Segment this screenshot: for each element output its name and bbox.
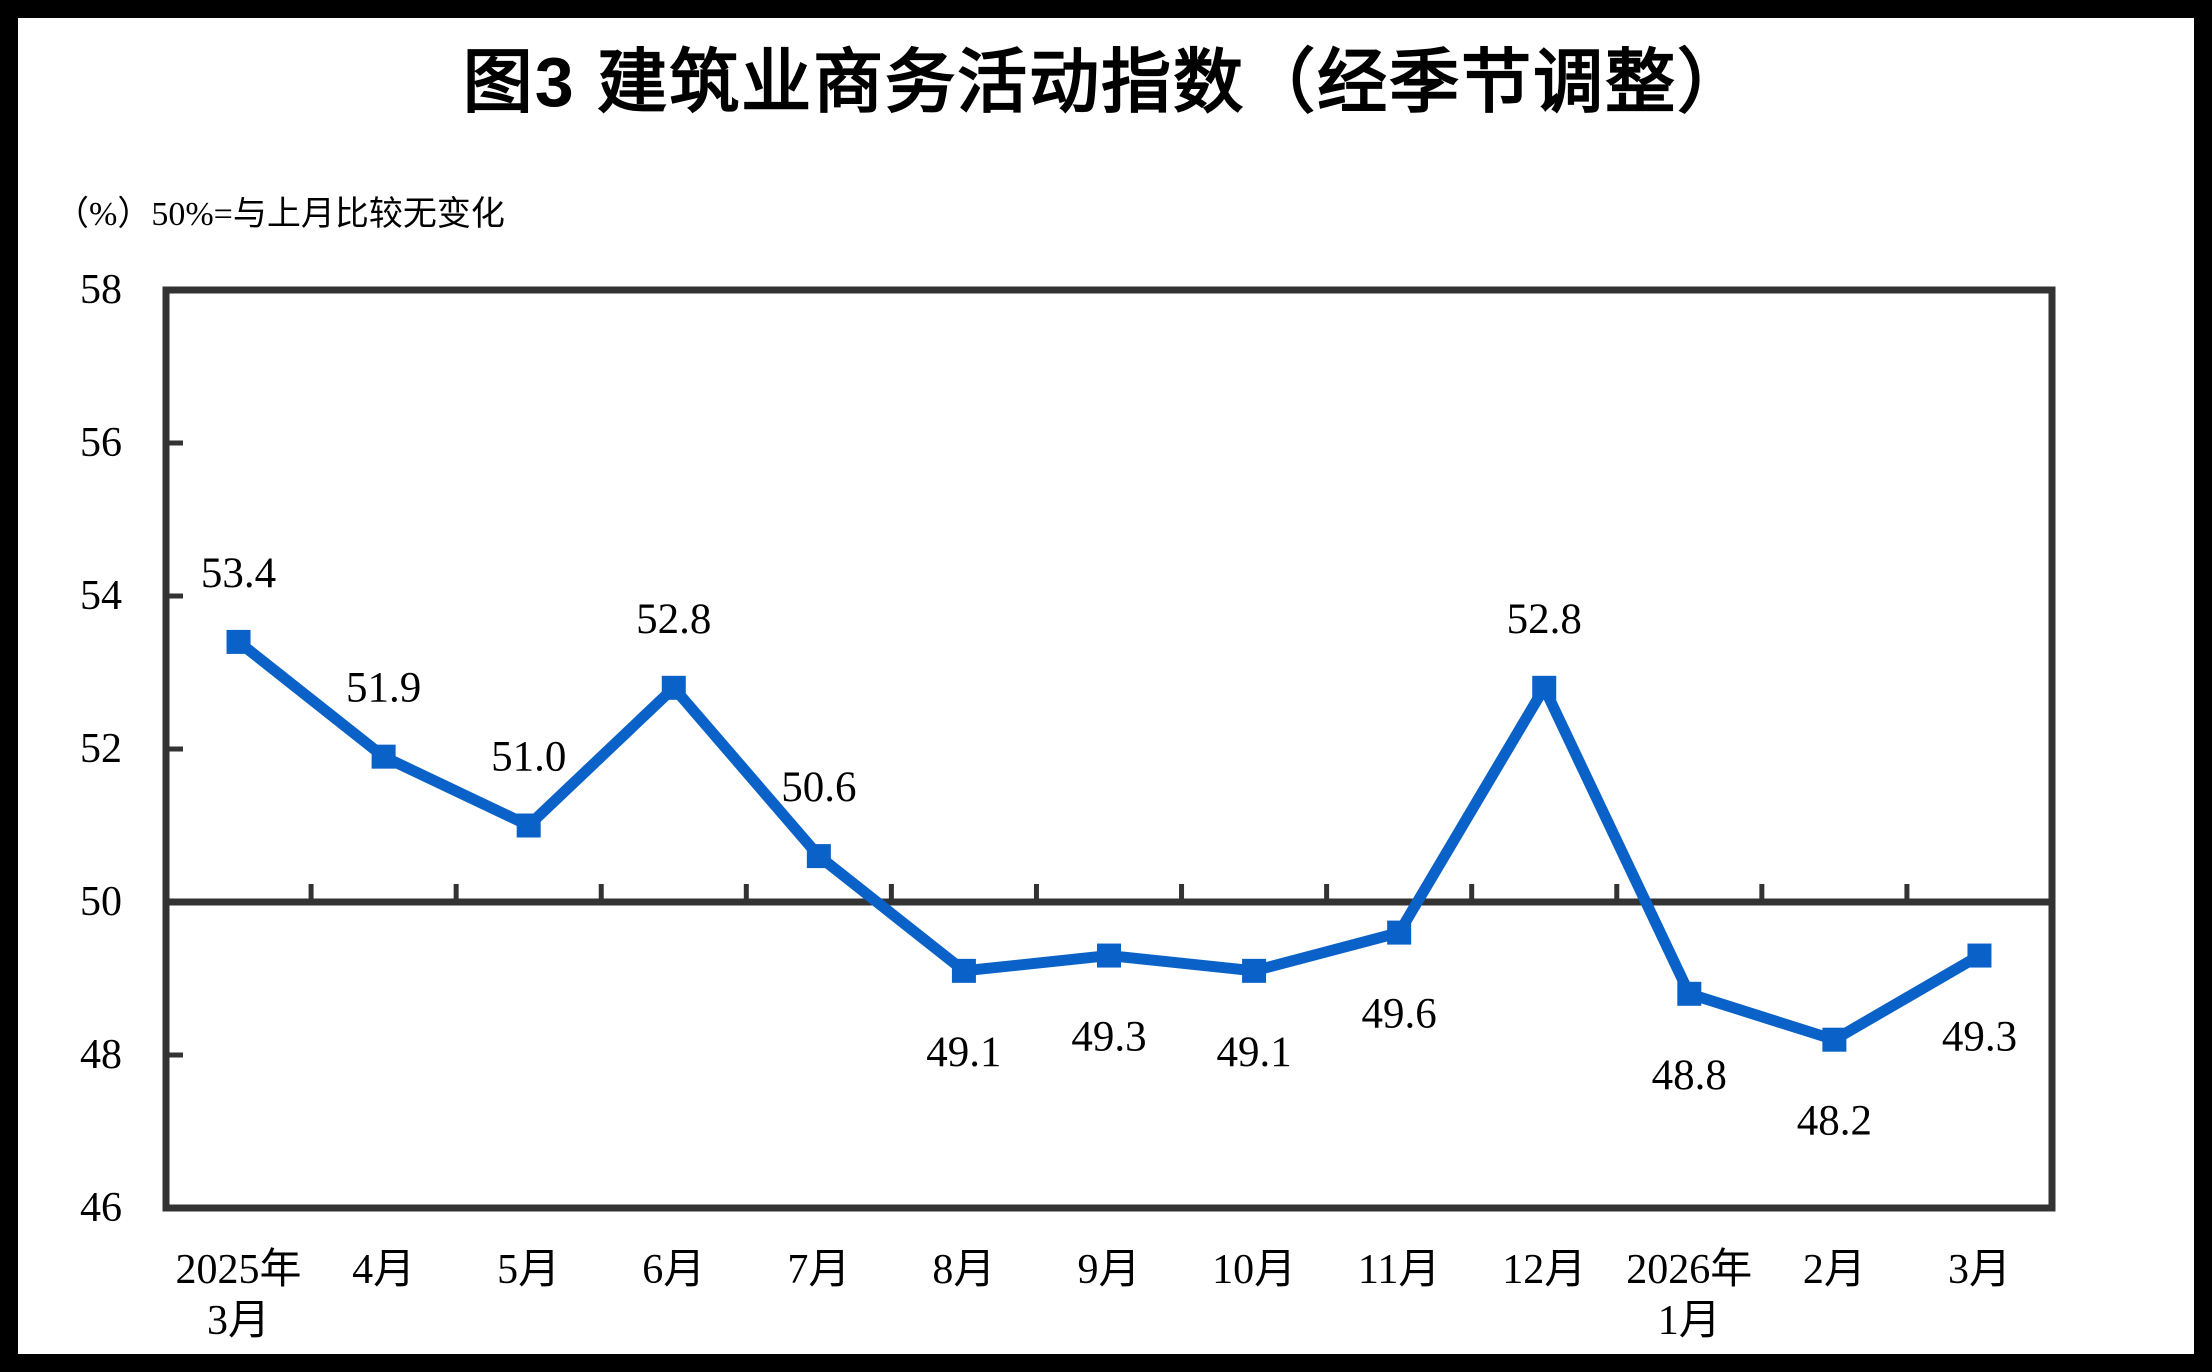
- x-tick-label: 3月: [207, 1298, 270, 1344]
- data-label: 51.0: [491, 734, 566, 781]
- data-label: 49.1: [1216, 1029, 1291, 1076]
- y-tick-label: 50: [80, 879, 122, 925]
- x-tick-label: 2025年: [176, 1246, 302, 1293]
- data-point-marker: [1967, 943, 1992, 968]
- chart-title: 图3 建筑业商务活动指数（经季节调整）: [462, 43, 1750, 121]
- data-label: 49.1: [926, 1029, 1001, 1076]
- y-tick-label: 58: [80, 267, 122, 313]
- series-line: [235, 637, 1983, 1046]
- data-point-marker: [1242, 958, 1267, 983]
- data-point-marker: [1387, 920, 1412, 945]
- x-tick-label: 2026年: [1626, 1246, 1752, 1293]
- y-tick-label: 54: [80, 573, 122, 619]
- x-tick-label: 11月: [1358, 1247, 1440, 1293]
- data-point-marker: [1822, 1027, 1847, 1052]
- x-tick-label: 5月: [497, 1247, 560, 1293]
- y-tick-label: 48: [80, 1032, 122, 1078]
- x-tick-label: 10月: [1212, 1247, 1296, 1293]
- data-label: 48.2: [1797, 1098, 1872, 1145]
- data-point-marker: [371, 744, 396, 769]
- y-tick-label: 56: [80, 420, 122, 466]
- x-tick-label: 4月: [352, 1247, 415, 1293]
- data-label: 49.3: [1071, 1014, 1146, 1061]
- data-label: 50.6: [781, 764, 856, 811]
- data-point-marker: [1097, 943, 1121, 968]
- data-label: 48.8: [1652, 1052, 1727, 1099]
- data-label: 53.4: [201, 550, 276, 597]
- y-tick-label: 52: [80, 726, 122, 772]
- data-point-marker: [951, 958, 976, 983]
- data-point-marker: [516, 813, 541, 838]
- plot-border: [162, 286, 2056, 1212]
- data-point-marker: [1532, 675, 1557, 700]
- data-label: 51.9: [346, 665, 421, 712]
- x-tick-label: 9月: [1077, 1247, 1140, 1293]
- data-point-marker: [226, 629, 251, 654]
- data-label: 49.6: [1362, 991, 1437, 1038]
- x-tick-label: 8月: [932, 1247, 995, 1293]
- x-tick-label: 7月: [787, 1247, 850, 1293]
- data-point-marker: [806, 844, 831, 869]
- x-tick-label: 6月: [642, 1247, 705, 1293]
- x-tick-label: 2月: [1803, 1247, 1866, 1293]
- data-label: 49.3: [1942, 1014, 2017, 1061]
- data-point-marker: [661, 675, 686, 700]
- x-tick-label: 3月: [1948, 1247, 2011, 1293]
- data-point-marker: [1677, 981, 1702, 1006]
- x-tick-label: 12月: [1502, 1247, 1586, 1293]
- x-tick-label: 1月: [1658, 1298, 1721, 1344]
- axis-unit-note: （%）50%=与上月比较无变化: [55, 196, 505, 233]
- data-label: 52.8: [1507, 596, 1582, 643]
- y-tick-label: 46: [80, 1185, 122, 1231]
- data-label: 52.8: [636, 596, 711, 643]
